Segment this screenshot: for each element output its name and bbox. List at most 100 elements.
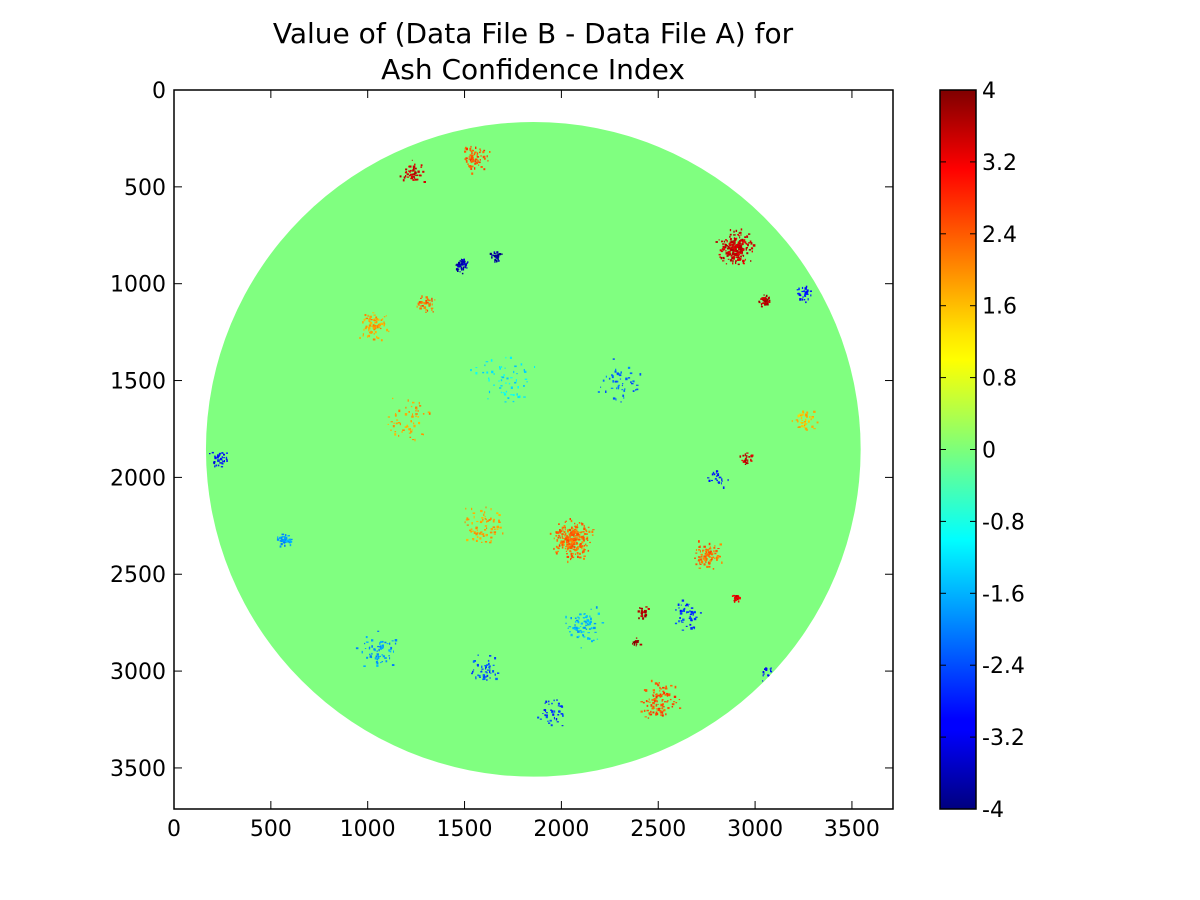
difference-pixel (570, 552, 573, 556)
difference-pixel (816, 421, 819, 424)
difference-pixel (564, 529, 566, 531)
difference-pixel (575, 530, 578, 533)
difference-pixel (622, 383, 624, 385)
difference-pixel (484, 516, 486, 518)
difference-pixel (476, 520, 479, 523)
difference-pixel (284, 534, 287, 537)
difference-pixel (736, 250, 739, 253)
difference-pixel (562, 529, 564, 532)
difference-pixel (577, 621, 580, 624)
difference-pixel (576, 524, 578, 527)
colorbar: 4 3.2 2.4 1.6 0.8 0 -0.8 -1.6 -2.4 -3.2 -4 (939, 79, 1025, 823)
difference-pixel (798, 426, 801, 428)
difference-pixel (545, 715, 548, 719)
difference-pixel (406, 424, 408, 427)
difference-pixel (492, 520, 495, 523)
difference-pixel (551, 702, 553, 705)
difference-pixel (489, 670, 491, 674)
difference-pixel (507, 397, 509, 399)
difference-pixel (647, 701, 649, 703)
difference-pixel (384, 657, 387, 659)
difference-pixel (551, 710, 554, 713)
difference-pixel (494, 258, 497, 261)
difference-pixel (559, 542, 562, 544)
difference-pixel (735, 261, 737, 265)
difference-pixel (574, 525, 576, 528)
difference-pixel (408, 432, 412, 434)
difference-pixel (691, 619, 693, 622)
difference-pixel (288, 539, 291, 541)
difference-pixel (612, 380, 614, 383)
difference-pixel (585, 529, 587, 532)
difference-pixel (548, 722, 551, 724)
difference-pixel (482, 520, 484, 522)
difference-pixel (804, 423, 806, 425)
difference-pixel (496, 252, 498, 255)
difference-pixel (423, 181, 426, 183)
difference-pixel (733, 243, 736, 245)
difference-pixel (486, 669, 489, 671)
difference-pixel (412, 179, 415, 181)
difference-pixel (745, 458, 747, 462)
difference-pixel (428, 299, 431, 302)
difference-pixel (657, 694, 660, 697)
difference-pixel (378, 323, 381, 327)
difference-pixel (722, 246, 725, 249)
difference-pixel (473, 515, 475, 519)
difference-pixel (580, 546, 582, 548)
difference-pixel (721, 478, 723, 481)
difference-pixel (479, 532, 482, 534)
difference-pixel (470, 155, 474, 158)
difference-pixel (369, 321, 373, 325)
difference-pixel (393, 422, 395, 424)
difference-pixel (432, 311, 434, 313)
difference-pixel (563, 543, 565, 546)
difference-pixel (617, 387, 620, 390)
difference-pixel (702, 550, 704, 553)
difference-pixel (494, 528, 496, 530)
difference-pixel (740, 255, 742, 258)
difference-pixel (388, 330, 390, 333)
difference-pixel (627, 366, 631, 369)
difference-pixel (797, 292, 800, 295)
difference-pixel (369, 655, 372, 658)
difference-pixel (410, 420, 412, 423)
difference-pixel (486, 674, 489, 677)
difference-pixel (665, 685, 667, 688)
difference-pixel (509, 356, 512, 359)
difference-pixel (372, 312, 375, 314)
difference-pixel (762, 297, 766, 300)
difference-pixel (587, 526, 590, 529)
difference-pixel (583, 626, 586, 629)
difference-pixel (645, 700, 648, 703)
difference-pixel (765, 300, 767, 302)
difference-pixel (640, 615, 643, 618)
difference-pixel (221, 462, 224, 465)
difference-pixel (368, 324, 372, 327)
difference-pixel (482, 676, 486, 679)
difference-pixel (581, 551, 584, 554)
colorbar-tick-label: 1.6 (982, 295, 1017, 320)
difference-pixel (685, 604, 687, 607)
difference-pixel (486, 371, 489, 374)
difference-pixel (397, 422, 401, 424)
difference-pixel (574, 553, 576, 555)
difference-pixel (489, 531, 493, 534)
difference-pixel (703, 557, 705, 559)
difference-pixel (804, 287, 807, 290)
difference-pixel (409, 436, 412, 438)
difference-pixel (578, 552, 581, 555)
difference-pixel (739, 246, 743, 249)
difference-pixel (555, 718, 558, 721)
difference-pixel (557, 702, 560, 705)
difference-pixel (556, 546, 559, 549)
difference-pixel (490, 359, 493, 362)
difference-pixel (761, 297, 763, 300)
difference-pixel (738, 252, 741, 254)
difference-pixel (572, 627, 574, 630)
difference-pixel (415, 408, 418, 410)
difference-pixel (735, 598, 738, 602)
difference-pixel (383, 324, 385, 327)
difference-pixel (516, 393, 518, 396)
difference-pixel (689, 615, 691, 618)
